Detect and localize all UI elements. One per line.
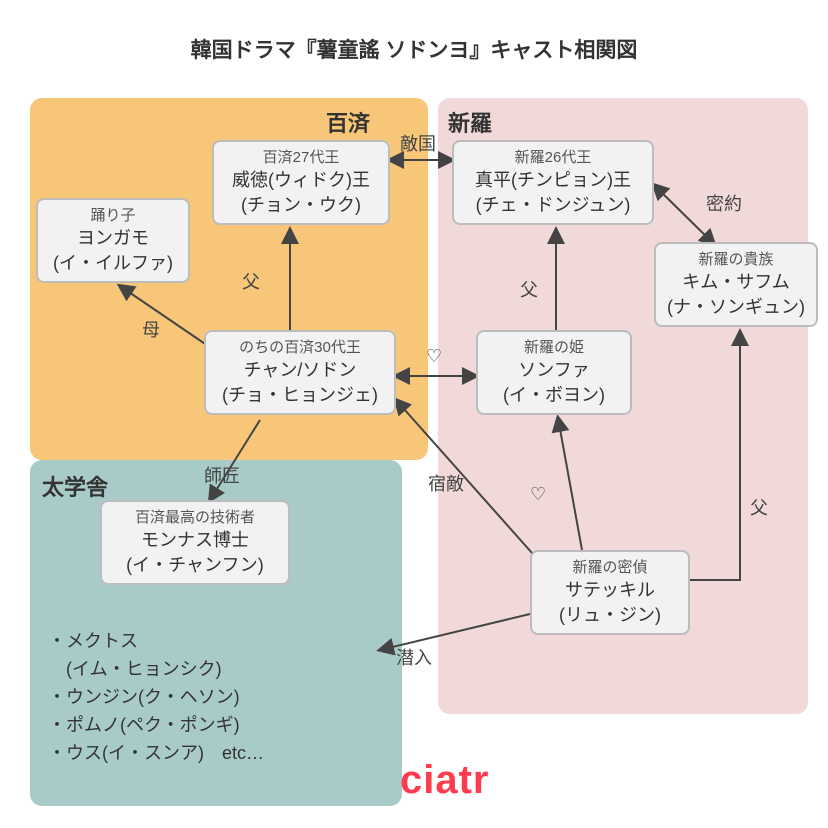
node-role: 百済最高の技術者 (110, 508, 280, 528)
node-actor: (チェ・ドンジュン) (462, 193, 644, 217)
node-name: サテッキル (540, 578, 680, 602)
node-role: 新羅の貴族 (664, 250, 808, 270)
brand-logo: ciatr (400, 758, 490, 803)
node-name: 威徳(ウィドク)王 (222, 168, 380, 192)
region-label-baekje: 百済 (326, 106, 370, 138)
diagram-stage: 韓国ドラマ『薯童謠 ソドンヨ』キャスト相関図 百済新羅太学舎敵国父母師匠♡父密約… (0, 0, 828, 828)
node-actor: (チョン・ウク) (222, 193, 380, 217)
region-label-silla: 新羅 (448, 106, 492, 138)
node-actor: (リュ・ジン) (540, 603, 680, 627)
node-actor: (イ・ボヨン) (486, 383, 622, 407)
node-monnasu: 百済最高の技術者モンナス博士(イ・チャンフン) (100, 500, 290, 585)
node-name: モンナス博士 (110, 528, 280, 552)
node-actor: (イ・イルファ) (46, 251, 180, 275)
node-role: 新羅26代王 (462, 148, 644, 168)
node-actor: (イ・チャンフン) (110, 553, 280, 577)
node-name: キム・サフム (664, 270, 808, 294)
edge-label-父: 父 (750, 494, 768, 520)
node-role: 百済27代王 (222, 148, 380, 168)
edge-label-師匠: 師匠 (204, 462, 240, 488)
node-role: 新羅の密偵 (540, 558, 680, 578)
taehak-member-list: ・メクトス (イム・ヒョンシク)・ウンジン(ク・ヘソン)・ポムノ(ペク・ポンギ)… (48, 628, 264, 767)
edge-label-父: 父 (520, 276, 538, 302)
node-sonhwa: 新羅の姫ソンファ(イ・ボヨン) (476, 330, 632, 415)
page-title: 韓国ドラマ『薯童謠 ソドンヨ』キャスト相関図 (0, 34, 828, 64)
node-name: チャン/ソドン (214, 358, 386, 382)
node-king27: 百済27代王威徳(ウィドク)王(チョン・ウク) (212, 140, 390, 225)
list-item: ・ウス(イ・スンア) etc… (48, 740, 264, 768)
node-spy: 新羅の密偵サテッキル(リュ・ジン) (530, 550, 690, 635)
edge-label-♡: ♡ (530, 484, 546, 505)
node-name: ソンファ (486, 358, 622, 382)
edge-label-母: 母 (142, 316, 160, 342)
node-dancer: 踊り子ヨンガモ(イ・イルファ) (36, 198, 190, 283)
node-noble: 新羅の貴族キム・サフム(ナ・ソンギュン) (654, 242, 818, 327)
node-actor: (ナ・ソンギュン) (664, 295, 808, 319)
edge-label-宿敵: 宿敵 (428, 470, 464, 496)
node-name: 真平(チンピョン)王 (462, 168, 644, 192)
node-king26: 新羅26代王真平(チンピョン)王(チェ・ドンジュン) (452, 140, 654, 225)
node-actor: (チョ・ヒョンジェ) (214, 383, 386, 407)
node-name: ヨンガモ (46, 226, 180, 250)
edge-label-潜入: 潜入 (396, 644, 432, 670)
list-item: ・ウンジン(ク・ヘソン) (48, 684, 264, 712)
node-role: 踊り子 (46, 206, 180, 226)
list-item: ・ポムノ(ペク・ポンギ) (48, 712, 264, 740)
edge-label-敵国: 敵国 (400, 130, 436, 156)
node-role: のちの百済30代王 (214, 338, 386, 358)
edge-label-♡: ♡ (426, 346, 442, 367)
node-sodong: のちの百済30代王チャン/ソドン(チョ・ヒョンジェ) (204, 330, 396, 415)
list-item: ・メクトス (48, 628, 264, 656)
edge-label-父: 父 (242, 268, 260, 294)
edge-label-密約: 密約 (706, 190, 742, 216)
node-role: 新羅の姫 (486, 338, 622, 358)
region-label-taehak: 太学舎 (42, 470, 108, 502)
list-item: (イム・ヒョンシク) (48, 656, 264, 684)
